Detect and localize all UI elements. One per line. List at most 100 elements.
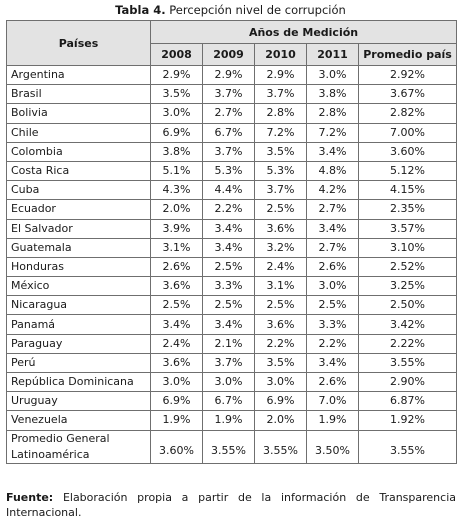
table-row: Perú 3.6% 3.7% 3.5% 3.4% 3.55%: [6, 352, 458, 374]
value-cell: 2.4%: [254, 256, 307, 278]
average-label-cell: Promedio General Latinoamérica: [6, 429, 151, 464]
table-row: Guatemala 3.1% 3.4% 3.2% 2.7% 3.10%: [6, 237, 458, 258]
corruption-table: Países Años de Medición 2008 2009 2010 2…: [6, 20, 458, 464]
value-cell: 3.7%: [254, 180, 307, 201]
value-cell: 2.0%: [150, 199, 203, 220]
country-cell: Bolivia: [6, 103, 151, 124]
country-cell: Panamá: [6, 314, 151, 335]
footnote-label: Fuente:: [6, 491, 54, 504]
value-cell: 2.7%: [306, 199, 359, 220]
value-cell: 5.3%: [254, 160, 307, 182]
value-cell: 4.8%: [306, 160, 359, 182]
table-row: México 3.6% 3.3% 3.1% 3.0% 3.25%: [6, 276, 458, 297]
country-cell: Venezuela: [6, 410, 151, 431]
value-cell: 2.5%: [306, 295, 359, 316]
value-cell: 2.5%: [202, 295, 255, 316]
value-cell: 6.7%: [202, 391, 255, 412]
value-cell: 3.1%: [254, 276, 307, 297]
country-cell: Uruguay: [6, 391, 151, 412]
value-cell: 3.7%: [202, 141, 255, 162]
table-row: Costa Rica 5.1% 5.3% 5.3% 4.8% 5.12%: [6, 160, 458, 182]
value-cell: 3.55%: [357, 352, 458, 374]
value-cell: 6.9%: [254, 391, 307, 412]
value-cell: 2.2%: [306, 333, 359, 354]
value-cell: 2.4%: [150, 333, 203, 354]
col-header: 2008: [150, 43, 203, 66]
table-row: Honduras 2.6% 2.5% 2.4% 2.6% 2.52%: [6, 256, 458, 278]
value-cell: 5.1%: [150, 160, 203, 182]
country-cell: El Salvador: [6, 218, 151, 239]
value-cell: 3.4%: [306, 352, 359, 374]
table-row: República Dominicana 3.0% 3.0% 3.0% 2.6% 2.90…: [6, 371, 458, 393]
value-cell: 7.0%: [306, 391, 359, 412]
average-value-cell: 3.50%: [306, 429, 359, 464]
value-cell: 3.5%: [254, 141, 307, 162]
value-cell: 4.3%: [150, 180, 203, 201]
country-cell: Cuba: [6, 180, 151, 201]
value-cell: 4.4%: [202, 180, 255, 201]
value-cell: 2.9%: [150, 64, 203, 86]
value-cell: 3.0%: [150, 103, 203, 124]
value-cell: 3.0%: [150, 371, 203, 393]
value-cell: 3.42%: [357, 314, 458, 335]
value-cell: 2.6%: [306, 256, 359, 278]
table-row: El Salvador 3.9% 3.4% 3.6% 3.4% 3.57%: [6, 218, 458, 239]
value-cell: 3.4%: [202, 218, 255, 239]
value-cell: 3.6%: [254, 218, 307, 239]
table-row: Brasil 3.5% 3.7% 3.7% 3.8% 3.67%: [6, 84, 458, 105]
value-cell: 3.6%: [150, 352, 203, 374]
country-cell: Colombia: [6, 141, 151, 162]
value-cell: 6.7%: [202, 122, 255, 143]
value-cell: 3.7%: [202, 84, 255, 105]
value-cell: 2.5%: [254, 199, 307, 220]
country-cell: Costa Rica: [6, 160, 151, 182]
value-cell: 3.0%: [254, 371, 307, 393]
table-row: Paraguay 2.4% 2.1% 2.2% 2.2% 2.22%: [6, 333, 458, 354]
value-cell: 3.60%: [357, 141, 458, 162]
value-cell: 2.8%: [254, 103, 307, 124]
country-cell: Nicaragua: [6, 295, 151, 316]
country-cell: Honduras: [6, 256, 151, 278]
country-cell: Chile: [6, 122, 151, 143]
value-cell: 7.2%: [254, 122, 307, 143]
value-cell: 2.2%: [254, 333, 307, 354]
value-cell: 3.25%: [357, 276, 458, 297]
table-row: Venezuela 1.9% 1.9% 2.0% 1.9% 1.92%: [6, 410, 458, 431]
value-cell: 3.8%: [150, 141, 203, 162]
value-cell: 2.5%: [202, 256, 255, 278]
value-cell: 2.92%: [357, 64, 458, 86]
value-cell: 2.7%: [202, 103, 255, 124]
years-group-header: Años de Medición: [149, 20, 458, 44]
value-cell: 3.67%: [357, 84, 458, 105]
value-cell: 3.0%: [306, 64, 359, 86]
value-cell: 3.0%: [202, 371, 255, 393]
countries-header: Países: [6, 20, 151, 66]
value-cell: 1.9%: [306, 410, 359, 431]
average-label-line1: Promedio General: [11, 431, 110, 445]
table-row: Panamá 3.4% 3.4% 3.6% 3.3% 3.42%: [6, 314, 458, 335]
average-value-cell: 3.55%: [254, 429, 307, 464]
value-cell: 3.4%: [306, 218, 359, 239]
value-cell: 2.6%: [150, 256, 203, 278]
value-cell: 2.90%: [357, 371, 458, 393]
value-cell: 5.3%: [202, 160, 255, 182]
col-header: Promedio país: [357, 43, 458, 66]
value-cell: 2.52%: [357, 256, 458, 278]
value-cell: 2.7%: [306, 237, 359, 258]
value-cell: 7.00%: [357, 122, 458, 143]
country-cell: Guatemala: [6, 237, 151, 258]
value-cell: 6.9%: [150, 122, 203, 143]
value-cell: 3.7%: [254, 84, 307, 105]
value-cell: 6.9%: [150, 391, 203, 412]
table-title: Percepción nivel de corrupción: [169, 3, 346, 17]
table-row: Nicaragua 2.5% 2.5% 2.5% 2.5% 2.50%: [6, 295, 458, 316]
value-cell: 1.9%: [202, 410, 255, 431]
value-cell: 2.5%: [254, 295, 307, 316]
country-cell: Paraguay: [6, 333, 151, 354]
value-cell: 3.8%: [306, 84, 359, 105]
value-cell: 2.8%: [306, 103, 359, 124]
value-cell: 1.9%: [150, 410, 203, 431]
table-row: Ecuador 2.0% 2.2% 2.5% 2.7% 2.35%: [6, 199, 458, 220]
value-cell: 4.2%: [306, 180, 359, 201]
table-label: Tabla 4.: [115, 3, 166, 17]
